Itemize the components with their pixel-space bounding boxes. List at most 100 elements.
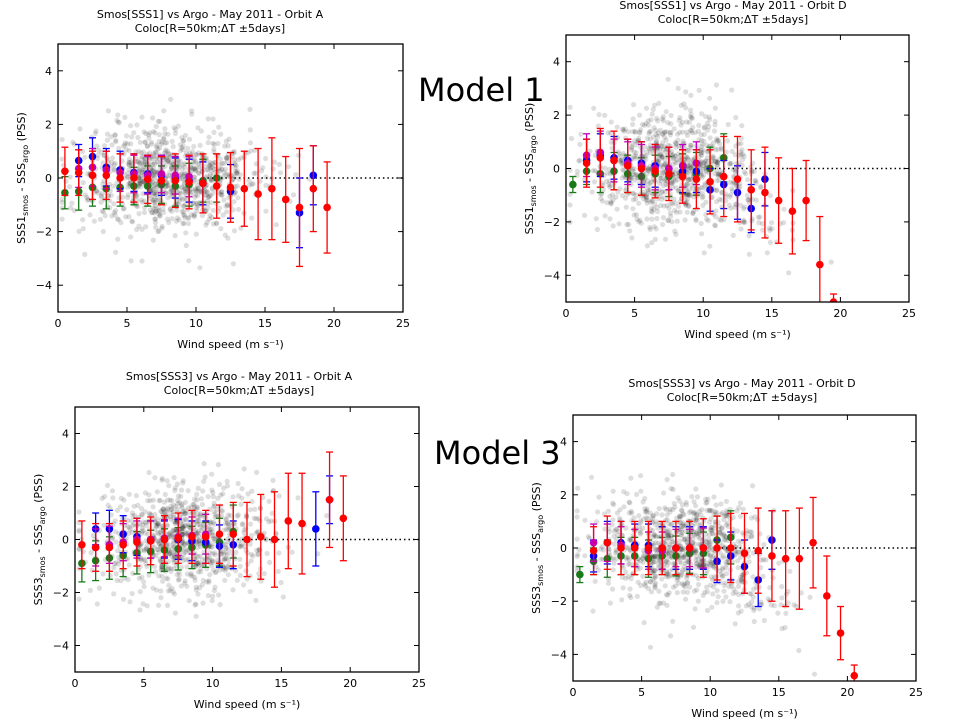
scatter-point xyxy=(270,477,276,483)
scatter-point xyxy=(205,140,211,146)
scatter-point xyxy=(177,142,183,148)
scatter-point xyxy=(169,138,175,144)
scatter-point xyxy=(177,195,183,201)
scatter-point xyxy=(192,158,199,164)
scatter-point xyxy=(695,556,701,562)
scatter-point xyxy=(196,528,202,534)
scatter-point xyxy=(153,169,159,175)
scatter-point xyxy=(585,534,592,540)
scatter-point xyxy=(116,120,122,126)
scatter-point xyxy=(653,138,660,144)
scatter-point xyxy=(740,506,746,512)
scatter-point xyxy=(238,501,244,507)
scatter-point xyxy=(139,160,145,166)
scatter-point xyxy=(183,507,189,513)
scatter-point xyxy=(657,558,663,564)
scatter-point xyxy=(664,563,670,569)
scatter-point xyxy=(113,571,119,577)
mean-marker xyxy=(268,184,276,193)
scatter-point xyxy=(718,217,724,223)
scatter-point xyxy=(204,579,210,585)
scatter-point xyxy=(647,579,654,585)
scatter-point xyxy=(708,574,714,580)
scatter-point xyxy=(182,185,188,191)
scatter-point xyxy=(191,156,197,162)
scatter-point xyxy=(574,168,581,174)
scatter-point xyxy=(741,169,747,175)
scatter-point xyxy=(736,505,742,511)
scatter-point xyxy=(727,599,733,605)
scatter-point xyxy=(183,187,189,193)
scatter-point xyxy=(98,194,104,200)
scatter-point xyxy=(735,579,741,585)
scatter-point xyxy=(620,127,626,133)
scatter-point xyxy=(720,545,726,551)
scatter-point xyxy=(750,483,756,489)
scatter-point xyxy=(105,502,111,508)
scatter-point xyxy=(153,142,160,148)
scatter-point xyxy=(76,596,82,602)
scatter-point xyxy=(623,569,629,575)
scatter-point xyxy=(661,490,667,496)
scatter-point xyxy=(137,168,143,174)
scatter-point xyxy=(652,554,658,560)
scatter-point xyxy=(694,494,701,500)
scatter-point xyxy=(708,554,714,560)
scatter-point xyxy=(755,214,761,220)
scatter-point xyxy=(722,537,728,543)
scatter-point xyxy=(737,183,743,190)
scatter-point xyxy=(735,558,741,564)
scatter-point xyxy=(199,557,205,563)
scatter-point xyxy=(684,580,690,586)
scatter-point xyxy=(175,501,181,507)
scatter-point xyxy=(644,506,650,512)
scatter-point xyxy=(670,539,676,545)
scatter-point xyxy=(599,544,605,550)
scatter-point xyxy=(183,230,189,236)
scatter-point xyxy=(660,114,667,120)
scatter-point xyxy=(714,199,720,205)
scatter-point xyxy=(170,527,176,533)
scatter-point xyxy=(701,138,707,144)
scatter-point xyxy=(107,505,113,511)
scatter-point xyxy=(231,521,237,527)
scatter-point xyxy=(690,210,696,216)
scatter-point xyxy=(793,603,799,609)
scatter-point xyxy=(129,510,135,516)
scatter-point xyxy=(221,557,227,563)
scatter-point xyxy=(275,568,281,575)
scatter-point xyxy=(113,208,119,214)
scatter-point xyxy=(645,585,652,592)
scatter-point xyxy=(205,494,211,500)
scatter-point xyxy=(93,128,99,134)
x-tick-label: 0 xyxy=(570,686,577,699)
mean-marker xyxy=(809,538,817,547)
scatter-point xyxy=(147,207,153,213)
scatter-point xyxy=(684,155,691,162)
scatter-point xyxy=(194,515,200,521)
scatter-point xyxy=(205,195,211,201)
scatter-point xyxy=(608,119,614,125)
scatter-point xyxy=(642,509,649,515)
scatter-point xyxy=(224,155,230,161)
scatter-point xyxy=(674,515,680,521)
scatter-point xyxy=(162,149,168,155)
scatter-point xyxy=(123,214,129,220)
scatter-point xyxy=(226,136,232,142)
scatter-point xyxy=(182,531,188,537)
mean-marker xyxy=(623,162,632,170)
scatter-point xyxy=(738,202,744,208)
scatter-point xyxy=(237,544,243,550)
x-tick-label: 5 xyxy=(140,677,147,690)
scatter-point xyxy=(647,163,653,169)
mean-marker xyxy=(284,517,293,525)
scatter-point xyxy=(200,525,206,531)
scatter-point xyxy=(269,510,275,516)
scatter-point xyxy=(653,540,659,546)
scatter-point xyxy=(706,507,712,513)
scatter-point xyxy=(213,221,220,227)
scatter-point xyxy=(703,158,709,164)
scatter-point xyxy=(195,518,201,524)
scatter-point xyxy=(160,160,167,166)
scatter-point xyxy=(165,195,171,201)
